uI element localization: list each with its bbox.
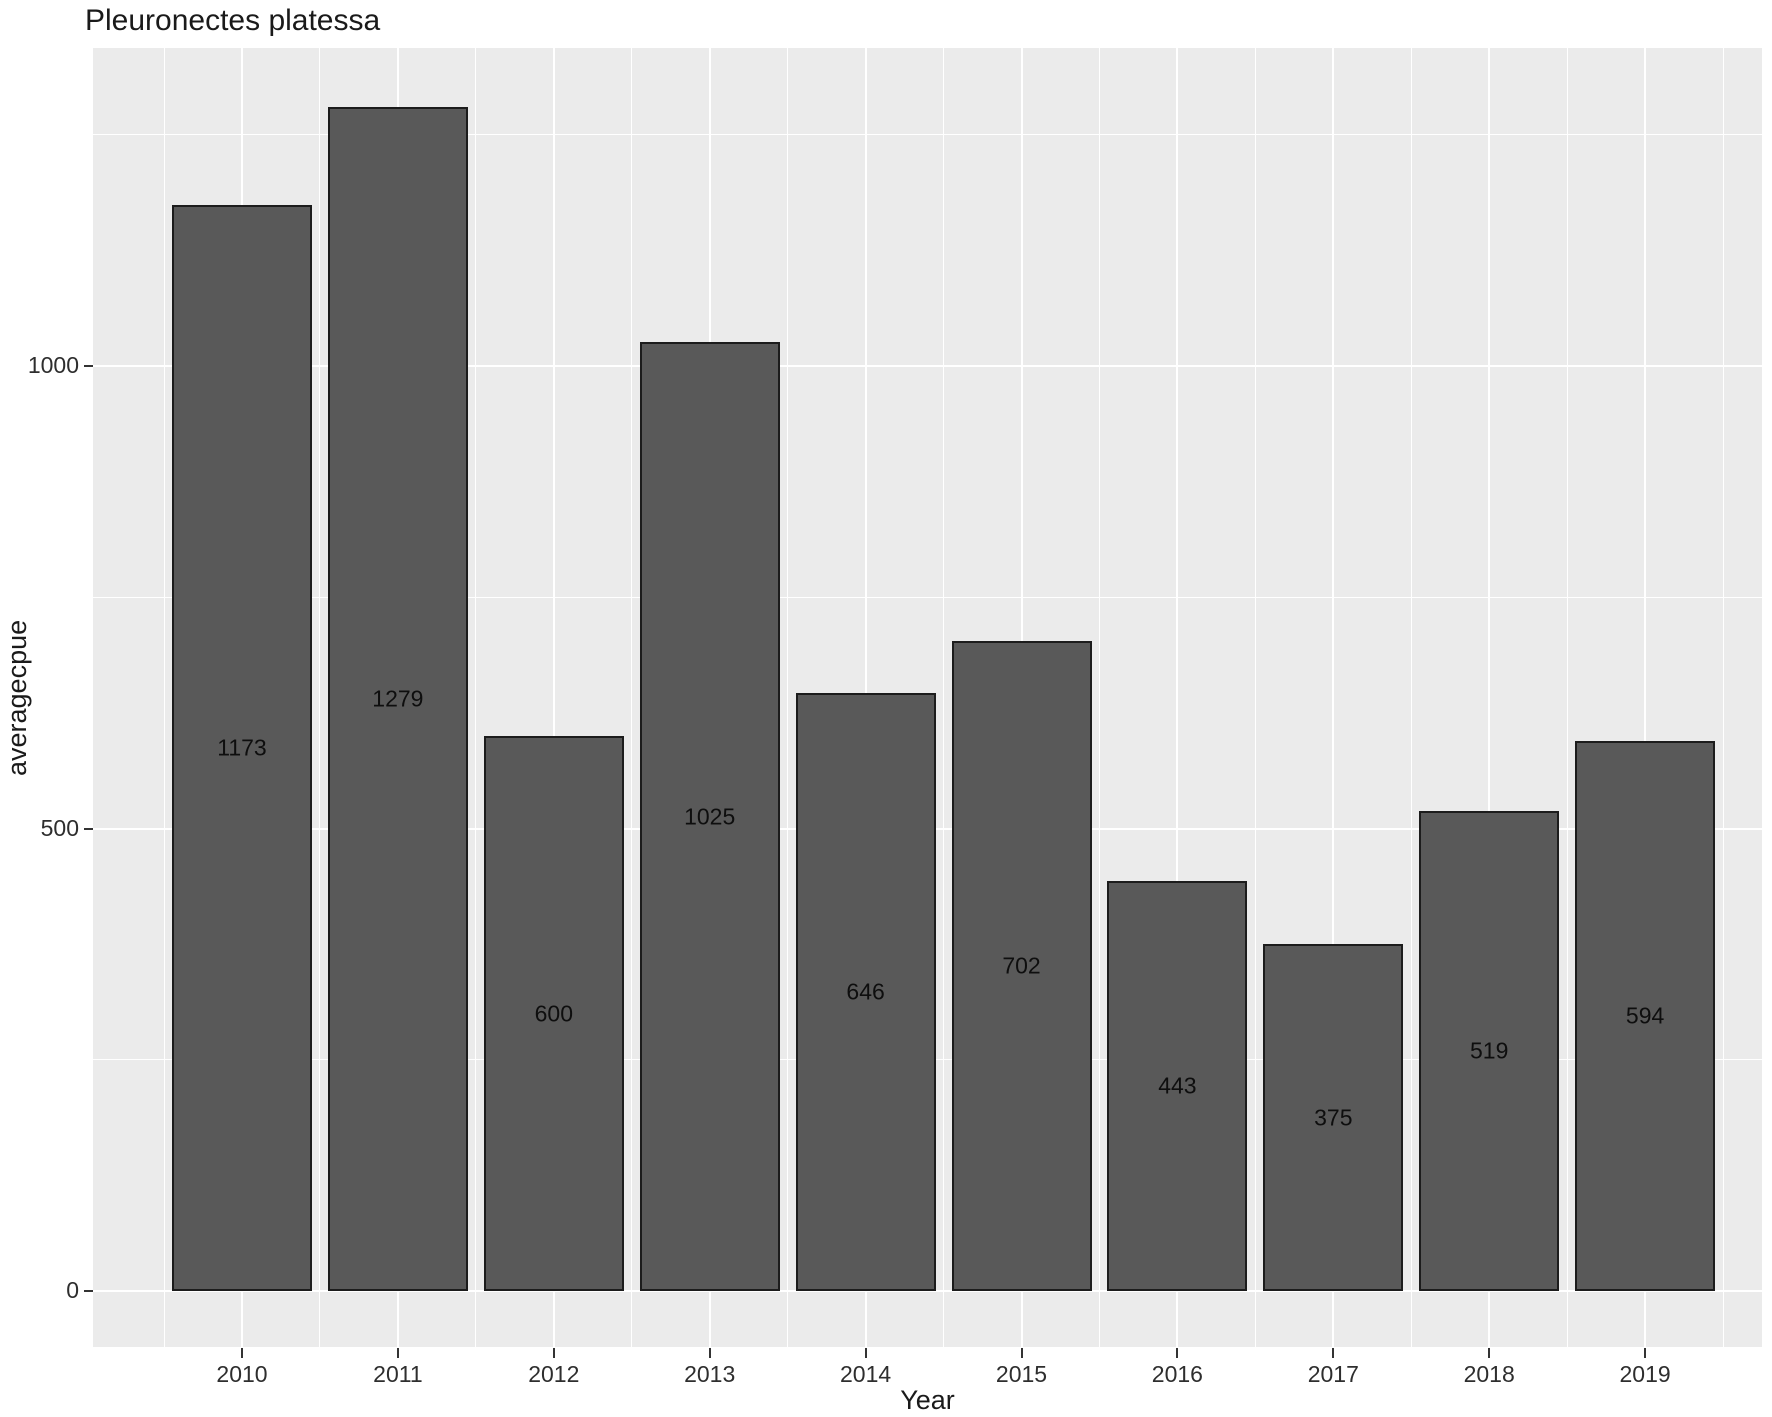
- bar-value-label: 519: [1470, 1037, 1509, 1064]
- x-tick-label-2012: 2012: [528, 1361, 580, 1387]
- bar-2015: [951, 641, 1092, 1292]
- major-gridline-x: [1176, 48, 1179, 1347]
- x-tick-label-2018: 2018: [1463, 1361, 1515, 1387]
- minor-gridline-x: [475, 48, 477, 1347]
- x-tick-mark: [1020, 1348, 1023, 1358]
- major-gridline-y: [93, 1290, 1762, 1293]
- bar-value-label: 375: [1314, 1104, 1353, 1131]
- bar-value-label: 1173: [217, 734, 267, 761]
- bar-value-label: 1025: [684, 803, 736, 830]
- minor-gridline-x: [1722, 48, 1724, 1347]
- x-axis-title: Year: [900, 1385, 955, 1415]
- major-gridline-x: [1644, 48, 1647, 1347]
- minor-gridline-x: [1098, 48, 1100, 1347]
- chart-title: Pleuronectes platessa: [85, 4, 381, 37]
- y-axis-title: averagecpue: [2, 619, 32, 776]
- bar-value-label: 646: [846, 978, 885, 1005]
- minor-gridline-x: [1254, 48, 1256, 1347]
- major-gridline-y: [93, 364, 1762, 367]
- minor-gridline-y: [93, 596, 1762, 598]
- x-tick-mark: [1176, 1348, 1179, 1358]
- x-tick-label-2014: 2014: [840, 1361, 892, 1387]
- x-tick-label-2015: 2015: [995, 1361, 1048, 1387]
- bar-value-label: 702: [1002, 952, 1041, 979]
- bar-2014: [795, 693, 936, 1292]
- minor-gridline-x: [943, 48, 945, 1347]
- bar-2012: [483, 735, 624, 1292]
- plot-panel: 1173 1279 600 1025 646 702 443 375 519 594: [93, 48, 1762, 1347]
- minor-gridline-x: [1410, 48, 1412, 1347]
- minor-gridline-x: [163, 48, 165, 1347]
- major-gridline-x: [1332, 48, 1335, 1347]
- major-gridline-x: [552, 48, 555, 1347]
- bar-2011: [327, 107, 468, 1292]
- x-tick-label-2013: 2013: [684, 1361, 736, 1387]
- bar-2017: [1263, 944, 1404, 1292]
- minor-gridline-y: [93, 133, 1762, 135]
- x-tick-mark: [1332, 1348, 1335, 1358]
- minor-gridline-x: [319, 48, 321, 1347]
- bar-value-label: 594: [1625, 1002, 1665, 1029]
- bar-2018: [1419, 810, 1560, 1292]
- x-tick-mark: [396, 1348, 399, 1358]
- y-tick-mark: [84, 827, 93, 830]
- x-tick-label-2010: 2010: [216, 1361, 268, 1387]
- x-tick-mark: [1488, 1348, 1491, 1358]
- x-tick-mark: [1644, 1348, 1647, 1358]
- bar-2016: [1107, 881, 1248, 1292]
- minor-gridline-x: [1566, 48, 1568, 1347]
- bar-value-label: 600: [534, 1000, 573, 1027]
- x-tick-mark: [864, 1348, 867, 1358]
- x-tick-label-2017: 2017: [1307, 1361, 1359, 1387]
- y-tick-label-1000: 1000: [27, 351, 79, 378]
- x-tick-label-2016: 2016: [1151, 1361, 1203, 1387]
- bar-value-label: 1279: [372, 685, 424, 712]
- minor-gridline-x: [631, 48, 633, 1347]
- bar-2019: [1575, 741, 1716, 1292]
- x-tick-mark: [241, 1348, 243, 1358]
- bar-value-label: 443: [1158, 1072, 1197, 1099]
- y-tick-mark: [84, 364, 93, 367]
- y-tick-label-500: 500: [40, 814, 79, 841]
- x-tick-label-2019: 2019: [1619, 1361, 1671, 1387]
- major-gridline-x: [1488, 48, 1491, 1347]
- bar-2010: [172, 205, 312, 1292]
- y-tick-mark: [84, 1290, 93, 1293]
- y-tick-label-0: 0: [66, 1277, 79, 1304]
- x-tick-mark: [708, 1348, 711, 1358]
- bar-2013: [639, 342, 780, 1292]
- x-tick-label-2011: 2011: [373, 1361, 423, 1387]
- minor-gridline-x: [787, 48, 789, 1347]
- x-tick-mark: [552, 1348, 555, 1358]
